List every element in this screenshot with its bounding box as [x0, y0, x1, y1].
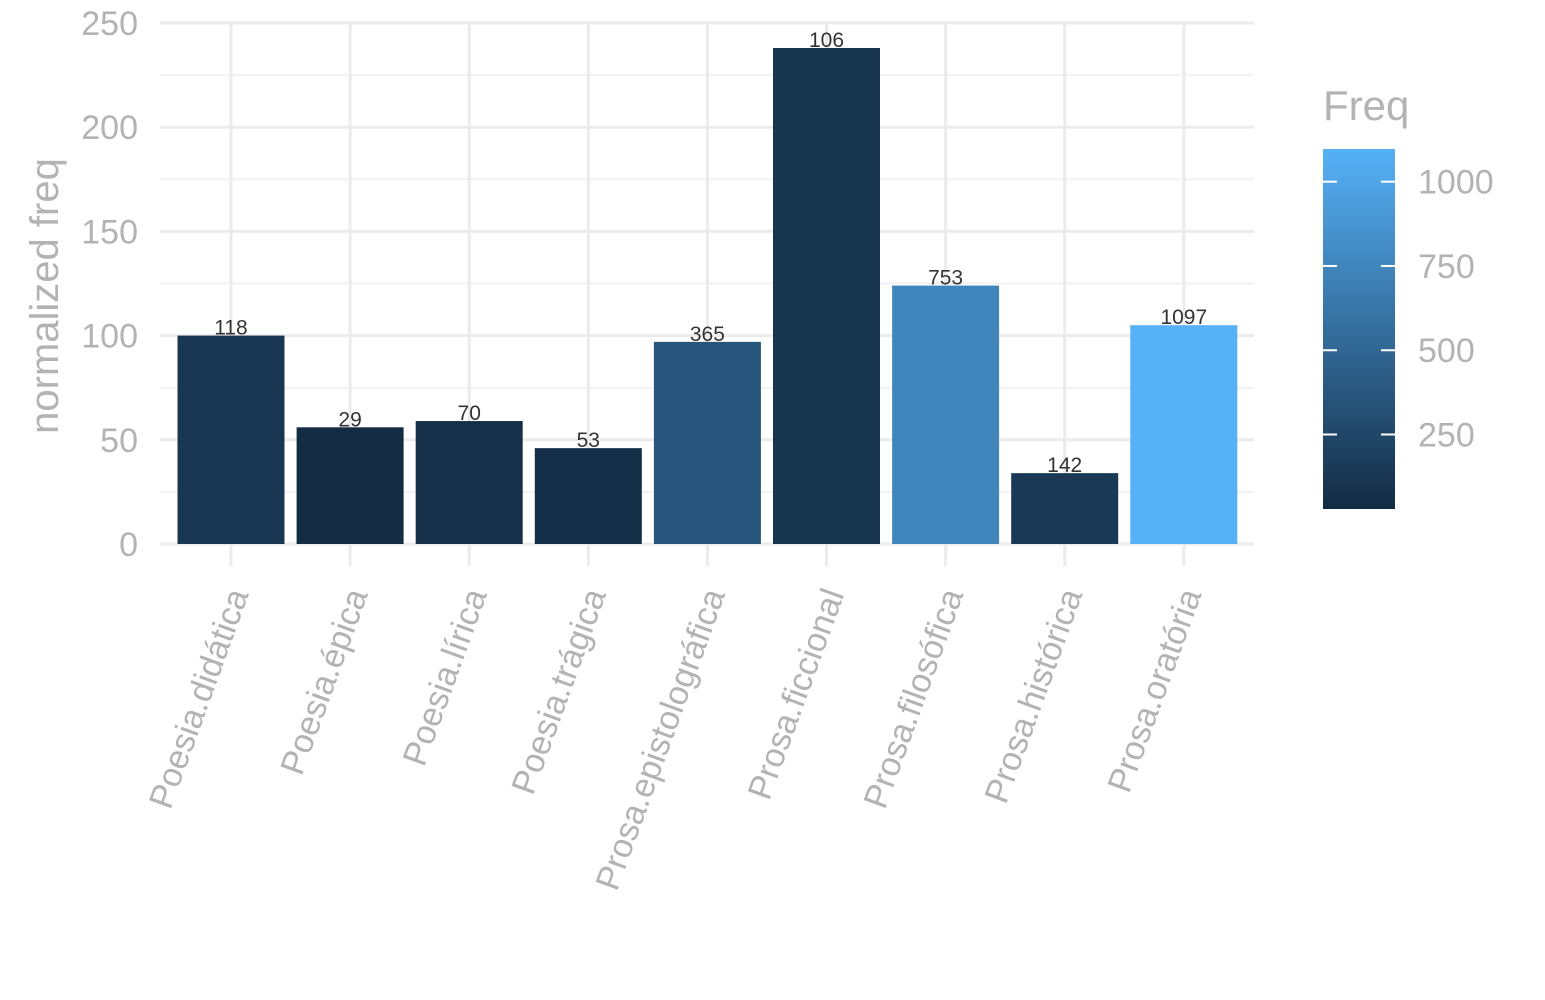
legend: Freq 250 500 750 1000: [1323, 82, 1494, 509]
y-axis-ticks: 0 50 100 150 200 250: [81, 5, 138, 564]
x-tick-label: Poesia.trágica: [504, 584, 613, 800]
y-tick-label: 200: [81, 109, 138, 147]
bar-value-label: 29: [338, 408, 361, 431]
y-tick-label: 150: [81, 213, 138, 251]
y-tick-label: 250: [81, 5, 138, 43]
x-tick-label: Prosa.histórica: [978, 584, 1091, 808]
legend-tick-label: 1000: [1418, 164, 1494, 202]
bar-value-label: 142: [1047, 454, 1082, 477]
x-tick-label: Prosa.filosófica: [857, 584, 972, 814]
y-tick-label: 100: [81, 318, 138, 356]
bar-value-label: 53: [577, 429, 600, 452]
bar: [1011, 473, 1119, 544]
bar-value-label: 106: [809, 29, 844, 52]
y-tick-label: 0: [119, 526, 138, 564]
bar: [1130, 325, 1238, 544]
x-tick-label: Poesia.lírica: [396, 584, 495, 771]
bar-value-label: 1097: [1160, 306, 1207, 329]
legend-title: Freq: [1323, 82, 1409, 129]
legend-colorbar: [1323, 149, 1395, 509]
bar: [177, 335, 285, 544]
bar: [653, 341, 761, 544]
bar-labels: 118 29 70 53 365 106 753 142 1097: [214, 29, 1207, 477]
x-tick-label: Prosa.oratória: [1101, 584, 1210, 798]
x-tick-label: Prosa.epistolográfica: [589, 584, 733, 895]
legend-tick-label: 500: [1418, 332, 1475, 370]
bar: [773, 48, 880, 545]
x-tick-label: Poesia.épica: [273, 584, 375, 780]
bar: [534, 448, 642, 544]
legend-tick-label: 750: [1418, 248, 1475, 286]
legend-tick-label: 250: [1418, 417, 1475, 455]
x-tick-label: Poesia.didática: [142, 584, 257, 814]
legend-ticks: 250 500 750 1000: [1323, 164, 1494, 455]
bar: [892, 285, 1000, 544]
bar: [415, 421, 523, 544]
x-tick-label: Prosa.ficcional: [741, 584, 852, 805]
bar-value-label: 365: [690, 323, 725, 346]
y-axis-title: normalized freq: [23, 158, 67, 434]
bars: [177, 48, 1238, 545]
bar-value-label: 118: [214, 317, 247, 340]
x-axis-ticks: Poesia.didática Poesia.épica Poesia.lírica…: [142, 584, 1209, 895]
y-tick-label: 50: [100, 422, 138, 460]
bar-value-label: 70: [458, 402, 481, 425]
bar-value-label: 753: [928, 267, 963, 290]
bar: [296, 427, 404, 544]
